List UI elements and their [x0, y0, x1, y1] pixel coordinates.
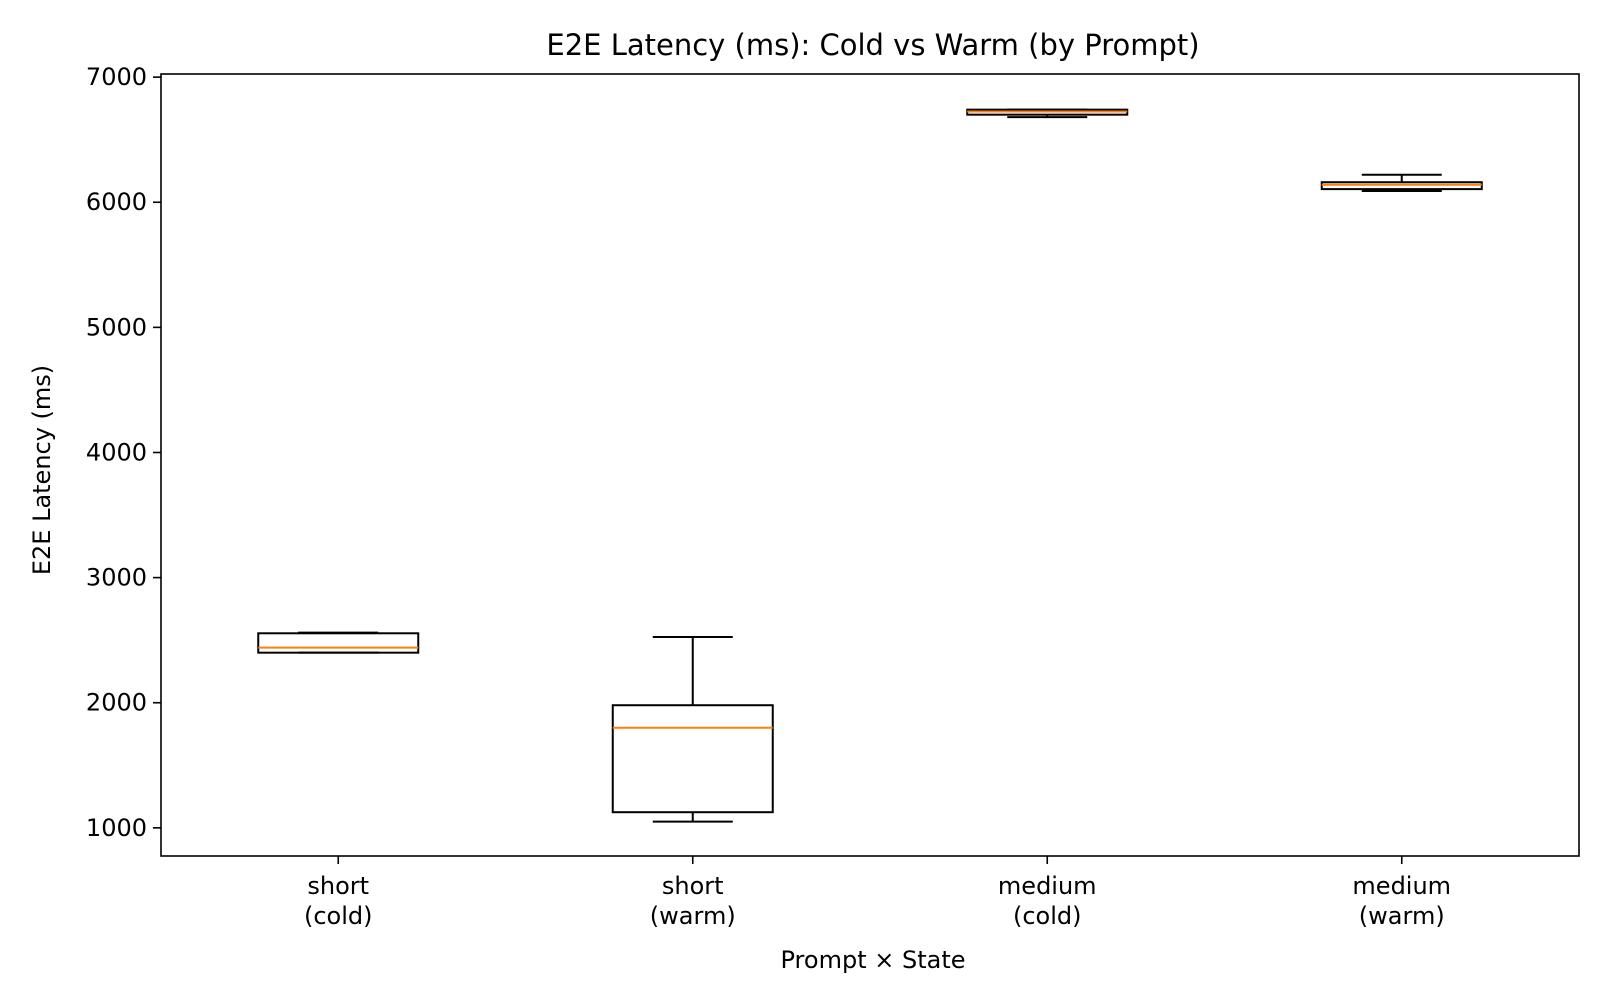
x-tick-label: short — [307, 872, 369, 900]
x-tick-label: (warm) — [1359, 902, 1445, 930]
x-tick-label: medium — [998, 872, 1097, 900]
y-axis-label: E2E Latency (ms) — [28, 365, 56, 575]
y-tick-label: 2000 — [86, 689, 147, 717]
box-iqr — [611, 704, 774, 814]
x-axis-label: Prompt × State — [781, 946, 966, 974]
box-group — [611, 636, 774, 823]
x-tick-label: short — [662, 872, 724, 900]
chart-title: E2E Latency (ms): Cold vs Warm (by Promp… — [546, 28, 1199, 62]
plot-area — [160, 73, 1580, 857]
x-tick-label: (cold) — [304, 902, 373, 930]
x-tick-label: (cold) — [1013, 902, 1082, 930]
box-iqr — [257, 632, 420, 654]
plot-frame — [160, 73, 1580, 857]
y-tick-label: 1000 — [86, 814, 147, 842]
x-axis: short(cold)short(warm)medium(cold)medium… — [304, 856, 1451, 930]
x-tick-label: (warm) — [650, 902, 736, 930]
y-axis: 1000 2000 3000 4000 5000 6000 7000 — [86, 63, 161, 842]
box-group — [966, 108, 1129, 119]
y-tick-label: 4000 — [86, 438, 147, 466]
y-tick-label: 6000 — [86, 188, 147, 216]
y-tick-label: 5000 — [86, 313, 147, 341]
x-tick-label: medium — [1352, 872, 1451, 900]
box-group — [257, 631, 420, 654]
y-tick-label: 3000 — [86, 564, 147, 592]
box-group — [1320, 173, 1483, 192]
y-tick-label: 7000 — [86, 63, 147, 91]
